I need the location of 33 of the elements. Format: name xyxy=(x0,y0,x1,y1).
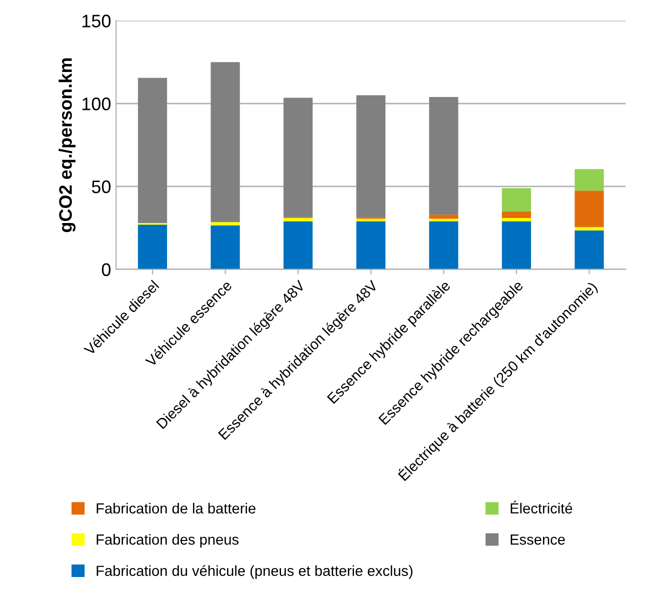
bar xyxy=(429,218,458,222)
legend-label: Fabrication des pneus xyxy=(96,534,239,548)
bar xyxy=(210,62,240,222)
bar xyxy=(574,227,604,230)
bar xyxy=(429,96,458,215)
bar xyxy=(502,218,532,222)
legend-label: Électricité xyxy=(510,500,572,514)
bar xyxy=(429,214,458,219)
bar xyxy=(574,230,604,270)
bar xyxy=(138,78,168,223)
bar xyxy=(356,221,386,270)
bar xyxy=(284,218,313,222)
y-tick-label: 100 xyxy=(82,98,111,110)
bar xyxy=(502,188,532,212)
bar xyxy=(574,169,604,191)
bar xyxy=(502,211,532,218)
y-tick-label: 150 xyxy=(82,14,111,28)
y-tick-label: 0 xyxy=(102,263,111,276)
bar xyxy=(138,224,168,270)
bar xyxy=(574,190,604,228)
y-axis-title: gCO2 eq./person.km xyxy=(58,58,76,232)
legend-label: Fabrication de la batterie xyxy=(96,502,256,514)
bar xyxy=(284,221,313,270)
bar xyxy=(356,218,386,222)
legend-label: Fabrication du véhicule (pneus et batterie exclus) xyxy=(96,565,412,579)
bar xyxy=(429,221,458,270)
bar xyxy=(502,221,532,270)
bar xyxy=(356,95,386,218)
bar xyxy=(210,225,240,270)
legend-label: Essence xyxy=(510,534,565,545)
bar xyxy=(284,98,313,218)
y-tick-label: 50 xyxy=(92,180,111,194)
bar xyxy=(210,222,240,226)
